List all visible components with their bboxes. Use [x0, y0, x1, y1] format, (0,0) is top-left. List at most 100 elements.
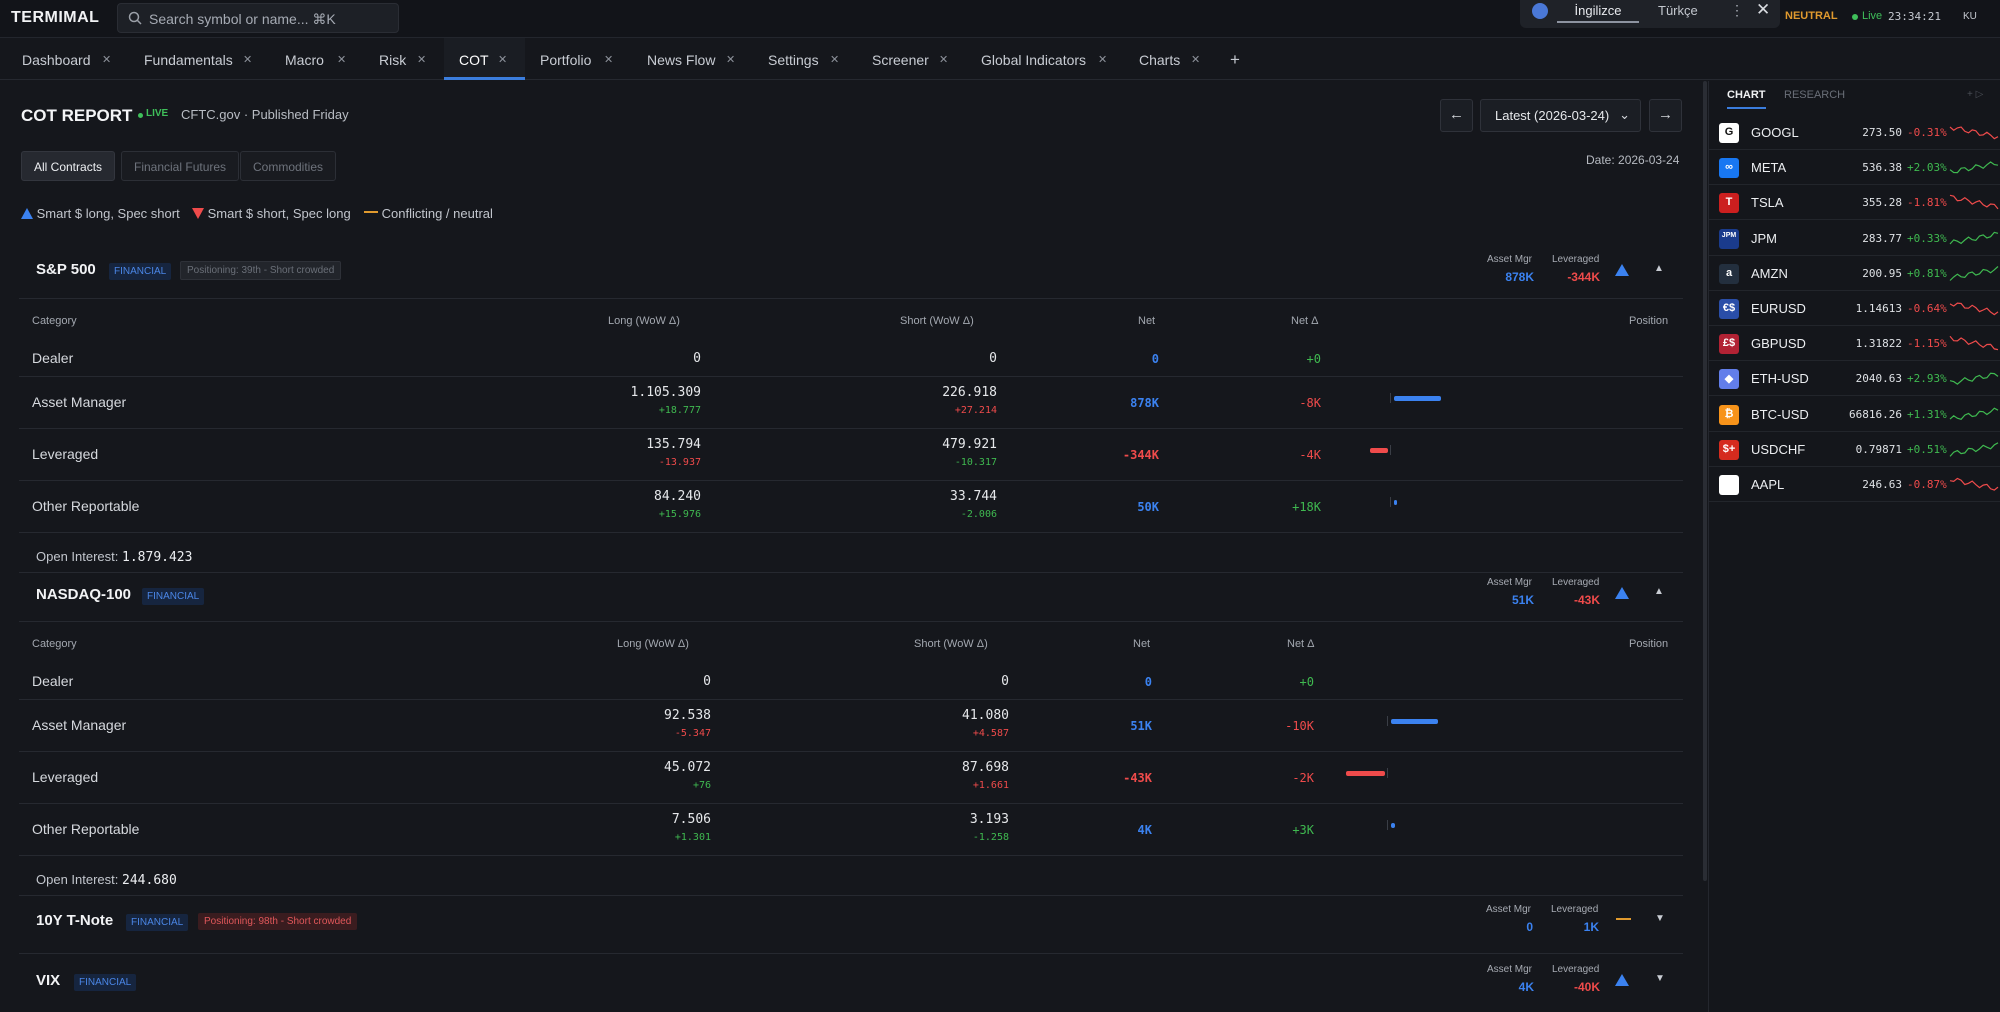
- top-bar: TERMIMAL Search symbol or name... ⌘K İng…: [0, 0, 2000, 38]
- tab-news-flow[interactable]: News Flow ✕: [647, 38, 735, 80]
- close-tab-icon[interactable]: ✕: [498, 54, 508, 66]
- tab-bar: Dashboard ✕ Fundamentals ✕ Macro ✕ Risk ✕ CO…: [0, 38, 2000, 80]
- filter-all-contracts[interactable]: All Contracts: [21, 151, 116, 181]
- watchlist-item-eth-usd[interactable]: ◆ ETH-USD 2040.63 +2.93%: [1709, 361, 2000, 397]
- watchlist-change: +0.81%: [1907, 266, 1947, 280]
- tab-label: COT: [459, 52, 489, 68]
- user-avatar[interactable]: KU: [1963, 11, 1977, 22]
- close-icon[interactable]: ✕: [1756, 0, 1771, 19]
- expand-icon[interactable]: ▼: [1655, 973, 1665, 984]
- tab-charts[interactable]: Charts ✕: [1139, 38, 1200, 80]
- next-date-button[interactable]: →: [1649, 99, 1682, 132]
- watchlist-item-gbpusd[interactable]: £$ GBPUSD 1.31822 -1.15%: [1709, 326, 2000, 362]
- divider: [19, 572, 1683, 573]
- watchlist-item-tsla[interactable]: T TSLA 355.28 -1.81%: [1709, 185, 2000, 221]
- contract-name[interactable]: VIX: [36, 972, 61, 989]
- tab-dashboard[interactable]: Dashboard ✕: [22, 38, 111, 80]
- watchlist-item-googl[interactable]: G GOOGL 273.50 -0.31%: [1709, 115, 2000, 150]
- contract-name[interactable]: NASDAQ-100: [36, 586, 132, 603]
- collapse-icon[interactable]: ▲: [1654, 586, 1664, 597]
- tab-settings[interactable]: Settings ✕: [768, 38, 839, 80]
- close-tab-icon[interactable]: ✕: [726, 54, 736, 66]
- short-value: 3.193: [969, 812, 1009, 827]
- contract-section-10y-tnote[interactable]: 10Y T-Note FINANCIAL Positioning: 98th -…: [19, 896, 1683, 954]
- report-date-select[interactable]: Latest (2026-03-24) ⌄: [1480, 99, 1641, 132]
- filter-financial-futures[interactable]: Financial Futures: [121, 151, 240, 181]
- row-category: Other Reportable: [32, 821, 140, 837]
- expand-icon[interactable]: ▼: [1655, 913, 1665, 924]
- position-axis: [1387, 716, 1388, 726]
- tab-portfolio[interactable]: Portfolio ✕: [540, 38, 613, 80]
- live-badge: LIVE: [146, 108, 169, 119]
- legend-label: Smart $ short, Spec long: [207, 206, 351, 221]
- page-title: COT REPORT: [21, 106, 133, 125]
- jpm-logo-icon: JPM: [1719, 228, 1739, 249]
- asset-mgr-label: Asset Mgr: [1486, 904, 1532, 915]
- tab-fundamentals[interactable]: Fundamentals ✕: [144, 38, 252, 80]
- brand-logo[interactable]: TERMIMAL: [11, 9, 100, 26]
- tab-risk[interactable]: Risk ✕: [379, 38, 426, 80]
- report-date-value: Latest (2026-03-24): [1495, 108, 1610, 123]
- language-option-turkish[interactable]: Türkçe: [1658, 3, 1698, 18]
- long-value: 45.072: [664, 760, 711, 775]
- close-tab-icon[interactable]: ✕: [830, 54, 840, 66]
- close-tab-icon[interactable]: ✕: [417, 54, 427, 66]
- add-tab-button[interactable]: +: [1230, 50, 1240, 69]
- more-options-icon[interactable]: ⋮: [1730, 2, 1744, 18]
- watchlist-item-eurusd[interactable]: €$ EURUSD 1.14613 -0.64%: [1709, 291, 2000, 326]
- long-value: 1.105.309: [630, 385, 701, 400]
- tab-label: Risk: [379, 52, 407, 68]
- row-category: Asset Manager: [32, 717, 127, 733]
- tab-cot[interactable]: COT ✕: [444, 38, 525, 80]
- close-tab-icon[interactable]: ✕: [1098, 54, 1108, 66]
- leveraged-net: 1K: [1583, 920, 1599, 934]
- net-value: 51K: [1130, 719, 1152, 733]
- tab-global-indicators[interactable]: Global Indicators ✕: [981, 38, 1107, 80]
- language-option-english[interactable]: İngilizce: [1557, 0, 1639, 23]
- collapse-icon[interactable]: ▲: [1654, 263, 1664, 274]
- watchlist-item-meta[interactable]: ∞ META 536.38 +2.03%: [1709, 150, 2000, 186]
- close-tab-icon[interactable]: ✕: [939, 54, 949, 66]
- close-tab-icon[interactable]: ✕: [337, 54, 347, 66]
- tab-chart[interactable]: CHART: [1727, 89, 1766, 109]
- close-tab-icon[interactable]: ✕: [243, 54, 253, 66]
- row-category: Dealer: [32, 673, 74, 689]
- previous-date-button[interactable]: ←: [1440, 99, 1473, 132]
- col-header-short: Short (WoW Δ): [900, 315, 974, 327]
- usdchf-logo-icon: $+: [1719, 439, 1739, 460]
- contract-section-vix[interactable]: VIX FINANCIAL Asset Mgr 4K Leveraged -40…: [19, 955, 1683, 1012]
- watchlist-change: +0.51%: [1907, 442, 1947, 456]
- position-axis: [1387, 820, 1388, 830]
- tab-macro[interactable]: Macro ✕: [285, 38, 346, 80]
- main-scrollbar[interactable]: [1703, 81, 1707, 881]
- long-value: 7.506: [671, 812, 711, 827]
- short-value: 226.918: [942, 385, 997, 400]
- close-tab-icon[interactable]: ✕: [604, 54, 614, 66]
- close-tab-icon[interactable]: ✕: [1191, 54, 1201, 66]
- divider: [19, 803, 1683, 804]
- close-tab-icon[interactable]: ✕: [102, 54, 112, 66]
- panel-controls-icon[interactable]: + ▷: [1967, 89, 1984, 100]
- sparkline: [1949, 195, 1999, 210]
- contract-name[interactable]: S&P 500: [36, 261, 96, 278]
- legend-label: Smart $ long, Spec short: [36, 206, 180, 221]
- search-input[interactable]: Search symbol or name... ⌘K: [117, 3, 399, 33]
- search-placeholder: Search symbol or name... ⌘K: [149, 11, 336, 27]
- amzn-logo-icon: a: [1719, 263, 1739, 284]
- contract-name[interactable]: 10Y T-Note: [36, 912, 114, 929]
- row-category: Other Reportable: [32, 498, 140, 514]
- tab-screener[interactable]: Screener ✕: [872, 38, 948, 80]
- contract-type-badge: FINANCIAL: [109, 263, 172, 280]
- filter-commodities[interactable]: Commodities: [240, 151, 337, 181]
- watchlist-item-usdchf[interactable]: $+ USDCHF 0.79871 +0.51%: [1709, 432, 2000, 467]
- watchlist-item-aapl[interactable]: AAPL 246.63 -0.87%: [1709, 467, 2000, 502]
- watchlist-item-btc-usd[interactable]: ₿ BTC-USD 66816.26 +1.31%: [1709, 397, 2000, 432]
- open-interest: Open Interest: 1.879.423: [36, 549, 192, 565]
- legend-smart-long: Smart $ long, Spec short: [21, 206, 180, 221]
- legend-neutral: Conflicting / neutral: [364, 206, 493, 221]
- watchlist-item-amzn[interactable]: a AMZN 200.95 +0.81%: [1709, 256, 2000, 291]
- tab-research[interactable]: RESEARCH: [1784, 89, 1846, 101]
- watchlist-item-jpm[interactable]: JPM JPM 283.77 +0.33%: [1709, 221, 2000, 256]
- gbpusd-logo-icon: £$: [1719, 334, 1739, 355]
- watchlist-price: 66816.26: [1849, 407, 1902, 421]
